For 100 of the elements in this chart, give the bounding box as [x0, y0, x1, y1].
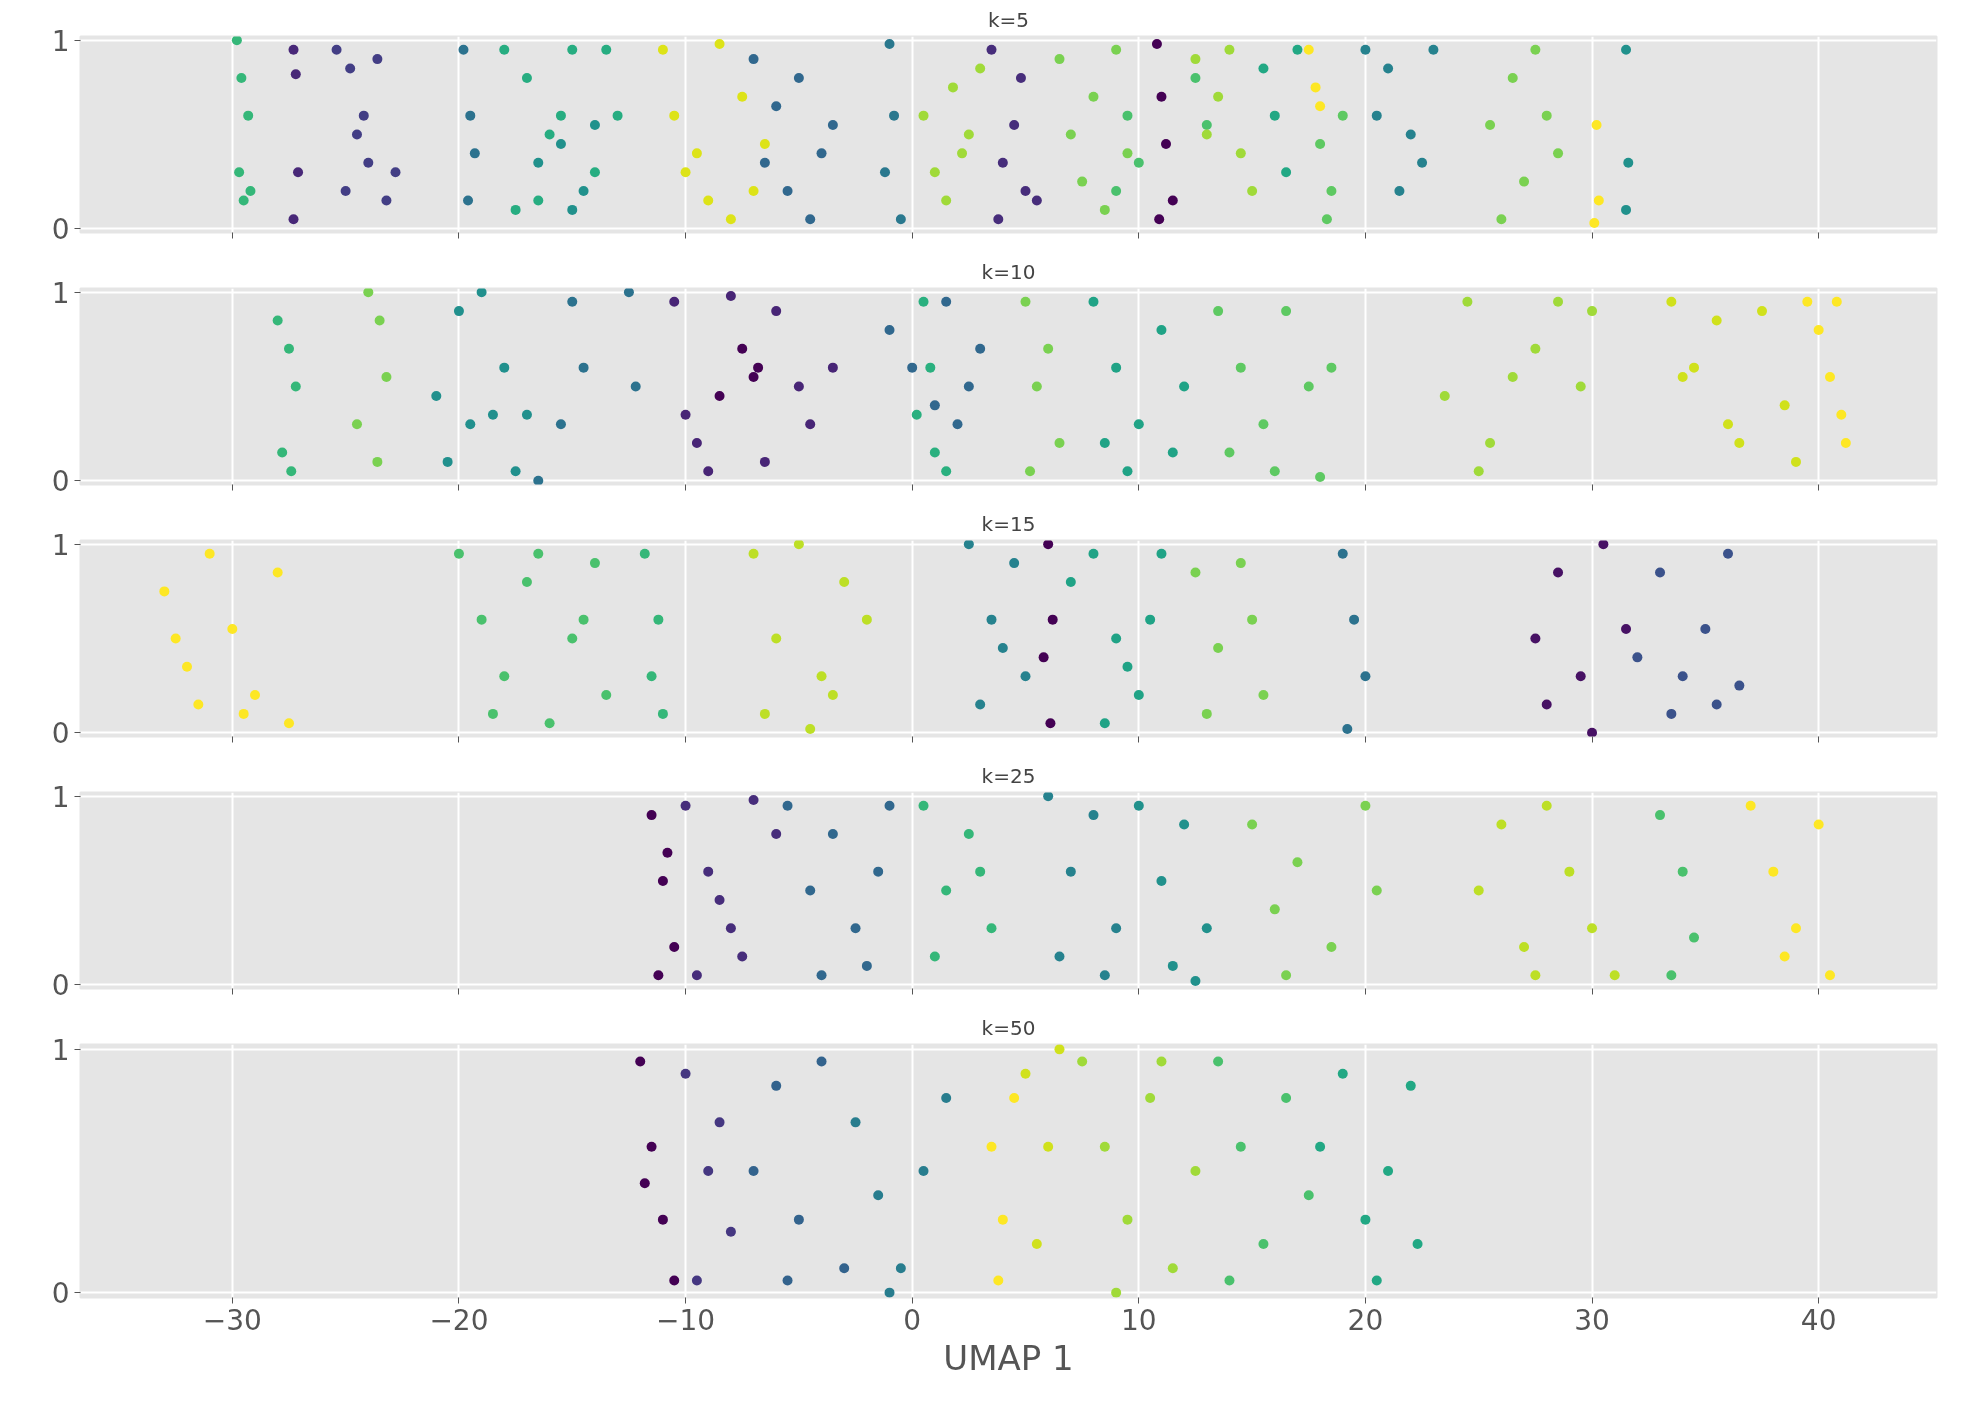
point — [759, 456, 770, 467]
point — [245, 186, 256, 197]
point — [1342, 723, 1353, 734]
point — [1258, 1238, 1269, 1249]
point — [1321, 214, 1332, 225]
point — [941, 466, 952, 477]
point — [1111, 186, 1122, 197]
point — [737, 91, 748, 102]
point — [463, 195, 474, 206]
point — [340, 186, 351, 197]
point — [1213, 1056, 1224, 1067]
y-tick-label: 0 — [51, 1277, 70, 1311]
point — [993, 214, 1004, 225]
point — [1122, 661, 1133, 672]
point — [1541, 800, 1552, 811]
point — [827, 362, 838, 373]
point — [351, 419, 362, 430]
point — [345, 63, 356, 74]
point — [1099, 1141, 1110, 1152]
point — [1779, 400, 1790, 411]
point — [884, 39, 895, 50]
y-tick-label: 1 — [51, 1033, 70, 1067]
point — [691, 148, 702, 159]
x-tick-label: 30 — [1574, 1303, 1610, 1337]
point — [1292, 857, 1303, 868]
point — [283, 718, 294, 729]
point — [1337, 110, 1348, 121]
point — [1326, 362, 1337, 373]
point — [431, 390, 442, 401]
point — [646, 810, 657, 821]
point — [805, 214, 816, 225]
point — [1043, 343, 1054, 354]
point — [1133, 419, 1144, 430]
point — [623, 288, 634, 298]
point — [1122, 110, 1133, 121]
point — [725, 214, 736, 225]
point — [1151, 39, 1162, 50]
point — [1417, 157, 1428, 168]
point — [1326, 186, 1337, 197]
point — [816, 970, 827, 981]
point — [1360, 800, 1371, 811]
point — [250, 690, 260, 701]
point — [578, 186, 589, 197]
point — [1088, 91, 1099, 102]
point — [1167, 960, 1178, 971]
point — [555, 110, 566, 121]
point — [941, 885, 952, 896]
point — [544, 718, 555, 729]
point — [1591, 120, 1602, 131]
point — [1043, 792, 1054, 802]
point — [1156, 91, 1167, 102]
point — [1621, 624, 1632, 635]
point — [372, 54, 383, 65]
point — [1154, 214, 1165, 225]
point — [895, 1263, 906, 1274]
chart-title: k=5 — [987, 7, 1030, 32]
point — [907, 362, 918, 373]
point — [1235, 362, 1246, 373]
y-tick-label: 0 — [51, 969, 70, 1003]
point — [1723, 548, 1734, 559]
point — [1360, 671, 1371, 682]
point — [533, 475, 544, 485]
point — [1020, 296, 1031, 307]
point — [1031, 195, 1042, 206]
point — [1371, 1275, 1382, 1286]
point — [1247, 186, 1258, 197]
point — [941, 195, 952, 206]
point — [782, 800, 793, 811]
point — [1190, 54, 1201, 65]
point — [1655, 567, 1666, 578]
point — [1020, 1068, 1031, 1079]
point — [1235, 558, 1246, 569]
point — [1145, 1093, 1156, 1104]
point — [759, 138, 770, 149]
point — [1190, 72, 1201, 83]
point — [635, 1056, 646, 1067]
point — [1133, 800, 1144, 811]
point — [1258, 63, 1269, 74]
chart-title: k=25 — [981, 763, 1036, 788]
point — [1224, 447, 1235, 458]
point — [986, 44, 997, 55]
point — [1201, 120, 1212, 131]
point — [381, 195, 392, 206]
point — [918, 110, 929, 121]
point — [1711, 315, 1722, 326]
point — [737, 951, 748, 962]
point — [748, 54, 759, 65]
point — [1088, 810, 1099, 821]
point — [1496, 819, 1507, 830]
point — [1111, 633, 1122, 644]
point — [272, 567, 283, 578]
point — [567, 204, 578, 215]
point — [879, 167, 890, 178]
point — [884, 800, 895, 811]
point — [1768, 866, 1779, 877]
point — [986, 923, 997, 934]
point — [947, 82, 958, 93]
point — [182, 661, 193, 672]
point — [975, 699, 986, 710]
point — [1360, 1214, 1371, 1225]
